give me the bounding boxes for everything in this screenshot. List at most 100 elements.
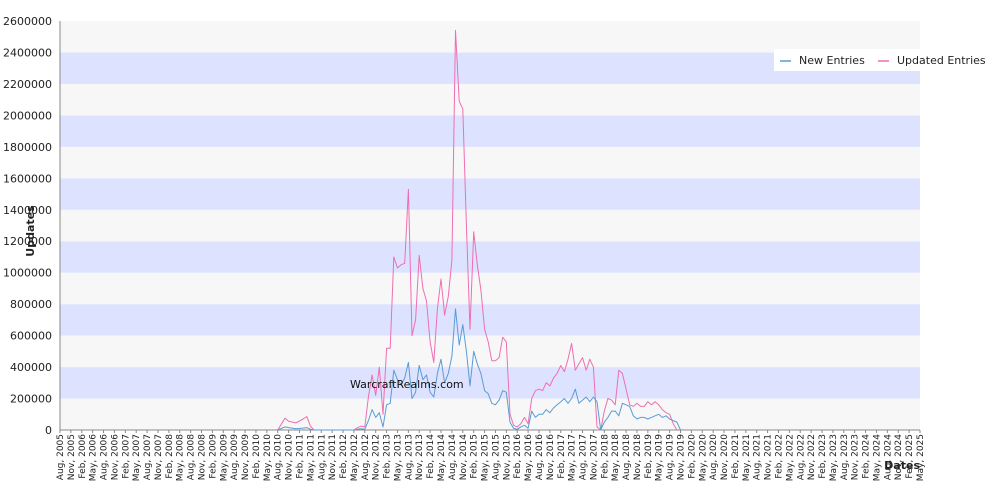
x-tick-label: Nov, 2020 [720, 434, 730, 480]
x-tick-label: May, 2007 [132, 434, 142, 481]
x-tick-label: May, 2011 [306, 434, 316, 481]
y-tick-label: 1200000 [3, 235, 52, 248]
legend-label-new-entries: New Entries [799, 54, 865, 67]
x-tick-label: Nov, 2006 [110, 434, 120, 480]
x-tick-label: Feb, 2013 [383, 434, 393, 479]
x-tick-label: Aug, 2013 [404, 434, 414, 480]
grid-band [60, 146, 920, 179]
grid-band [60, 209, 920, 242]
x-tick-label: Feb, 2012 [339, 434, 349, 479]
x-tick-label: Feb, 2011 [295, 434, 305, 479]
x-tick-label: Nov, 2024 [894, 434, 904, 480]
series-lines [277, 29, 681, 431]
x-tick-label: May, 2020 [698, 434, 708, 482]
x-tick-label: Aug, 2010 [274, 434, 284, 480]
x-tick-label: Nov, 2007 [154, 434, 164, 480]
y-tick-label: 0 [45, 424, 52, 437]
x-tick-label: Aug, 2009 [230, 434, 240, 480]
x-tick-label: Aug, 2021 [753, 434, 763, 480]
x-tick-label: Aug, 2024 [883, 434, 893, 480]
x-tick-label: Nov, 2005 [67, 434, 77, 480]
x-tick-label: Aug, 2014 [448, 434, 458, 480]
x-tick-label: Nov, 2023 [851, 434, 861, 480]
x-tick-label: Feb, 2025 [905, 434, 915, 479]
legend-label-updated-entries: Updated Entries [897, 54, 986, 67]
x-tick-label: May, 2018 [611, 434, 621, 482]
x-tick-label: Feb, 2021 [731, 434, 741, 479]
x-tick-label: May, 2016 [524, 434, 534, 482]
x-tick-label: Nov, 2014 [459, 434, 469, 480]
x-tick-label: May, 2022 [785, 434, 795, 481]
x-tick-label: May, 2009 [219, 434, 229, 482]
x-tick-label: May, 2014 [437, 434, 447, 482]
legend-item-new-entries: New Entries [780, 54, 865, 67]
x-tick-label: Feb, 2017 [557, 434, 567, 479]
x-tick-label: Aug, 2005 [56, 434, 66, 480]
x-tick-label: May, 2023 [829, 434, 839, 481]
grid-band [60, 115, 920, 147]
x-tick-label: Nov, 2013 [415, 434, 425, 480]
x-tick-label: Aug, 2019 [666, 434, 676, 480]
x-tick-label: Nov, 2012 [372, 434, 382, 480]
x-tick-label: Nov, 2022 [807, 434, 817, 480]
x-tick-label: Feb, 2016 [513, 434, 523, 479]
x-tick-label: Aug, 2017 [579, 434, 589, 480]
y-tick-label: 800000 [10, 298, 52, 311]
x-tick-label: May, 2010 [263, 434, 273, 482]
x-tick-label: Aug, 2007 [143, 434, 153, 480]
y-tick-label: 2600000 [3, 15, 52, 28]
y-tick-label: 1000000 [3, 267, 52, 280]
x-tick-label: May, 2008 [176, 434, 186, 482]
x-tick-label: May, 2017 [568, 434, 578, 481]
x-tick-label: Nov, 2011 [328, 434, 338, 480]
y-axis-title: Updates [24, 205, 37, 257]
watermark-text: WarcraftRealms.com [350, 378, 464, 391]
y-tick-label: 1400000 [3, 204, 52, 217]
grid-band [60, 83, 920, 116]
x-tick-label: Aug, 2020 [709, 434, 719, 480]
grid-band [60, 21, 920, 53]
x-tick-label: May, 2024 [872, 434, 882, 482]
grid-band [60, 398, 920, 430]
x-tick-label: Nov, 2008 [198, 434, 208, 480]
x-tick-label: Feb, 2008 [165, 434, 175, 479]
y-tick-label: 2400000 [3, 46, 52, 59]
x-tick-label: Aug, 2023 [840, 434, 850, 480]
x-tick-label: May, 2021 [742, 434, 752, 481]
x-tick-label: Nov, 2009 [241, 434, 251, 480]
x-tick-label: Feb, 2014 [426, 434, 436, 479]
x-tick-label: Feb, 2007 [121, 434, 131, 479]
series-line-updated-entries [277, 29, 678, 431]
x-tick-label: Feb, 2006 [78, 434, 88, 479]
x-tick-label: Feb, 2010 [252, 434, 262, 479]
x-tick-label: Feb, 2020 [687, 434, 697, 479]
y-tick-label: 600000 [10, 330, 52, 343]
x-tick-label: Aug, 2012 [361, 434, 371, 480]
x-tick-label: Aug, 2018 [622, 434, 632, 480]
grid-band [60, 272, 920, 305]
x-tick-label: Aug, 2006 [100, 434, 110, 480]
axes [59, 21, 920, 431]
y-tick-labels: 0 200000 400000 600000 800000 1000000 1200000 1… [3, 15, 52, 437]
x-tick-label: Nov, 2015 [502, 434, 512, 480]
x-tick-label: May, 2013 [393, 434, 403, 481]
x-tick-label: Feb, 2023 [818, 434, 828, 479]
x-tick-label: Nov, 2017 [589, 434, 599, 480]
x-tick-labels: Aug, 2005 Nov, 2005 Feb, 2006 May, 2006 Aug,… [56, 430, 926, 481]
y-tick-label: 1800000 [3, 141, 52, 154]
x-tick-label: Nov, 2021 [764, 434, 774, 480]
legend-item-updated-entries: Updated Entries [878, 54, 986, 67]
x-tick-label: Nov, 2018 [633, 434, 643, 480]
x-tick-label: Feb, 2022 [774, 434, 784, 479]
x-tick-label: May, 2015 [481, 434, 491, 481]
x-tick-label: Nov, 2019 [677, 434, 687, 480]
x-tick-label: Aug, 2008 [187, 434, 197, 480]
grid-band [60, 178, 920, 210]
y-tick-label: 400000 [10, 361, 52, 374]
x-tick-label: May, 2006 [89, 434, 99, 482]
x-axis-title: Dates [884, 459, 920, 472]
x-tick-label: Aug, 2015 [491, 434, 501, 480]
y-tick-label: 2000000 [3, 109, 52, 122]
